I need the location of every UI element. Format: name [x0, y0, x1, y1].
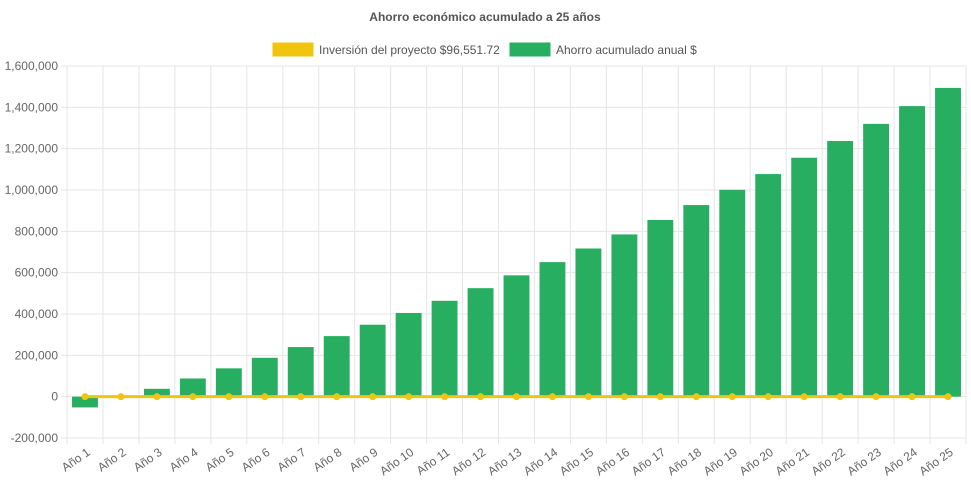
y-tick-label: 800,000 [15, 224, 59, 238]
line-point[interactable] [728, 393, 736, 401]
legend-item-ahorro[interactable]: Ahorro acumulado anual $ [509, 42, 697, 57]
x-tick-label: Año 13 [485, 445, 524, 478]
line-point[interactable] [369, 393, 377, 401]
bar[interactable] [323, 336, 350, 397]
line-point[interactable] [584, 393, 592, 401]
bar[interactable] [791, 157, 818, 397]
bar[interactable] [503, 275, 530, 397]
line-point[interactable] [800, 393, 808, 401]
bar[interactable] [719, 189, 746, 397]
bar[interactable] [467, 288, 494, 397]
x-tick-label: Año 21 [773, 445, 812, 478]
y-tick-label: 1,400,000 [5, 100, 59, 114]
x-tick-label: Año 9 [347, 445, 381, 475]
x-tick-label: Año 4 [167, 445, 201, 475]
bar[interactable] [611, 234, 638, 397]
line-point[interactable] [441, 393, 449, 401]
line-point[interactable] [908, 393, 916, 401]
bar[interactable] [935, 87, 961, 397]
bar[interactable] [215, 368, 242, 397]
legend-label-ahorro: Ahorro acumulado anual $ [556, 43, 697, 57]
x-tick-label: Año 18 [665, 445, 704, 478]
line-point[interactable] [836, 393, 844, 401]
x-tick-label: Año 8 [311, 445, 345, 475]
x-tick-label: Año 14 [521, 445, 560, 478]
line-point[interactable] [153, 393, 161, 401]
x-tick-label: Año 19 [701, 445, 740, 478]
bar[interactable] [647, 219, 674, 397]
bar[interactable] [431, 300, 458, 397]
x-tick-label: Año 23 [845, 445, 884, 478]
y-tick-label: 0 [51, 390, 58, 404]
y-tick-label: 400,000 [15, 307, 59, 321]
bar-series [72, 87, 961, 408]
line-point[interactable] [872, 393, 880, 401]
bar[interactable] [755, 174, 782, 397]
line-point[interactable] [189, 393, 197, 401]
x-tick-label: Año 17 [629, 445, 668, 478]
x-tick-label: Año 24 [881, 445, 920, 478]
chart-title: Ahorro económico acumulado a 25 años [369, 10, 601, 24]
bar[interactable] [72, 396, 98, 408]
legend-swatch-inversion [272, 42, 314, 57]
y-axis: 1,600,000 1,400,000 1,200,000 1,000,000 800,… [5, 59, 59, 445]
legend: Inversión del proyecto $96,551.72 Ahorro… [272, 42, 697, 57]
line-point[interactable] [944, 393, 952, 401]
line-point[interactable] [764, 393, 772, 401]
x-axis: Año 1 Año 2 Año 3 Año 4 Año 5 Año 6 Año 7 Año 8… [59, 445, 956, 478]
line-point[interactable] [513, 393, 520, 401]
x-tick-label: Año 20 [737, 445, 776, 478]
bar[interactable] [179, 378, 206, 397]
y-tick-label: 600,000 [15, 266, 59, 280]
line-point[interactable] [81, 393, 89, 401]
bar[interactable] [539, 262, 566, 397]
x-tick-label: Año 2 [95, 445, 129, 475]
x-tick-label: Año 12 [449, 445, 488, 478]
bar[interactable] [395, 312, 422, 397]
bar[interactable] [827, 141, 854, 397]
line-series [81, 393, 952, 401]
line-point[interactable] [692, 393, 700, 401]
bar[interactable] [287, 347, 314, 397]
x-tick-label: Año 10 [377, 445, 416, 478]
line-point[interactable] [117, 393, 125, 401]
legend-label-inversion: Inversión del proyecto $96,551.72 [319, 43, 500, 57]
y-tick-label: 200,000 [15, 348, 59, 362]
grid-lines [61, 65, 967, 444]
line-point[interactable] [225, 393, 233, 401]
legend-swatch-ahorro [509, 42, 551, 57]
bar[interactable] [251, 357, 278, 397]
x-tick-label: Año 15 [557, 445, 596, 478]
bar[interactable] [863, 123, 890, 397]
bar[interactable] [899, 106, 926, 397]
x-tick-label: Año 11 [414, 445, 453, 478]
x-tick-label: Año 6 [239, 445, 273, 475]
bar[interactable] [575, 248, 602, 397]
line-point[interactable] [548, 393, 556, 401]
x-tick-label: Año 5 [203, 445, 237, 475]
line-point[interactable] [261, 393, 269, 401]
bar[interactable] [143, 388, 170, 397]
line-point[interactable] [620, 393, 628, 401]
line-point[interactable] [297, 393, 305, 401]
y-tick-label: -200,000 [11, 431, 59, 445]
line-point[interactable] [405, 393, 413, 401]
bar[interactable] [359, 324, 386, 397]
y-tick-label: 1,200,000 [5, 142, 59, 156]
x-tick-label: Año 22 [809, 445, 848, 478]
bar[interactable] [683, 205, 710, 397]
x-tick-label: Año 1 [59, 445, 93, 475]
line-point[interactable] [477, 393, 485, 401]
line-point[interactable] [333, 393, 341, 401]
x-tick-label: Año 3 [131, 445, 165, 475]
legend-item-inversion[interactable]: Inversión del proyecto $96,551.72 [272, 42, 500, 57]
x-tick-label: Año 25 [917, 445, 956, 478]
line-point[interactable] [656, 393, 664, 401]
x-tick-label: Año 16 [593, 445, 632, 478]
x-tick-label: Año 7 [275, 445, 309, 475]
y-tick-label: 1,600,000 [5, 59, 59, 73]
y-tick-label: 1,000,000 [5, 183, 59, 197]
